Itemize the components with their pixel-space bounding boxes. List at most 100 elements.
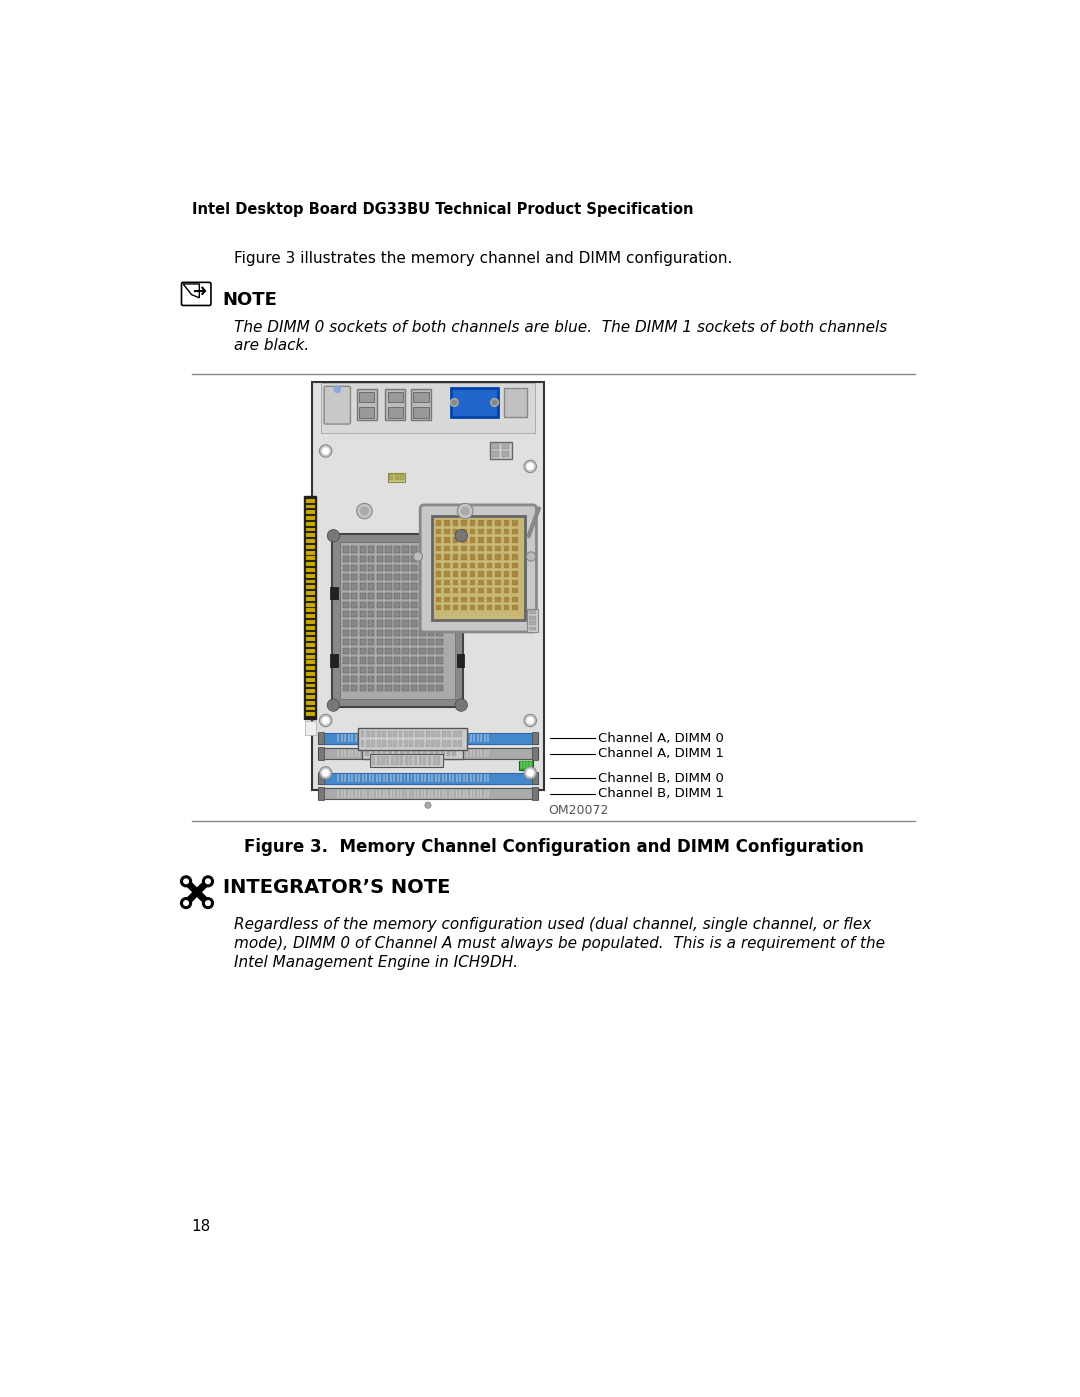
Bar (394, 658, 400, 664)
Bar (377, 630, 383, 636)
Bar (377, 556, 383, 562)
Bar (496, 546, 501, 550)
Circle shape (527, 464, 534, 469)
FancyBboxPatch shape (420, 504, 537, 631)
Bar (456, 735, 458, 742)
Bar (473, 735, 475, 742)
Bar (342, 584, 349, 590)
Bar (342, 602, 349, 608)
Bar (351, 610, 357, 617)
Bar (406, 743, 409, 749)
Bar (394, 584, 400, 590)
Bar (461, 597, 467, 602)
Bar (414, 407, 429, 418)
Bar (453, 750, 456, 756)
Bar (382, 740, 387, 746)
Bar (461, 580, 467, 585)
Bar (473, 774, 475, 782)
Bar (387, 735, 388, 742)
Bar (435, 774, 437, 782)
Bar (387, 750, 388, 757)
Bar (476, 750, 478, 757)
Bar (403, 685, 408, 692)
Bar (414, 735, 416, 742)
Bar (428, 750, 430, 757)
Bar (348, 774, 350, 782)
Bar (459, 735, 461, 742)
Bar (386, 592, 392, 599)
Circle shape (320, 767, 332, 780)
Bar (354, 735, 356, 742)
Bar (445, 774, 447, 782)
Bar (377, 731, 380, 738)
Bar (372, 740, 375, 746)
Bar (444, 605, 449, 610)
Bar (306, 707, 314, 711)
Bar (362, 789, 364, 798)
Bar (470, 605, 475, 610)
Bar (410, 584, 417, 590)
Bar (424, 789, 427, 798)
Bar (318, 749, 538, 759)
Bar (376, 750, 378, 757)
Bar (429, 743, 433, 749)
Bar (453, 580, 458, 585)
Bar (414, 789, 416, 798)
Bar (504, 605, 510, 610)
Bar (306, 637, 314, 641)
Bar (345, 789, 347, 798)
Bar (410, 556, 417, 562)
Bar (390, 735, 392, 742)
Bar (382, 789, 384, 798)
Bar (407, 774, 409, 782)
Bar (484, 789, 486, 798)
Circle shape (184, 879, 188, 884)
Bar (345, 735, 347, 742)
Bar (501, 451, 510, 457)
Bar (531, 773, 538, 784)
Bar (360, 676, 366, 682)
Bar (478, 571, 484, 577)
Bar (362, 742, 463, 759)
Bar (442, 774, 444, 782)
Bar (351, 658, 357, 664)
Bar (453, 520, 458, 525)
Bar (377, 676, 383, 682)
Bar (342, 638, 349, 645)
Bar (410, 390, 431, 420)
Bar (487, 563, 492, 569)
Bar (377, 584, 383, 590)
Bar (351, 592, 357, 599)
Bar (360, 592, 366, 599)
Bar (386, 658, 392, 664)
Bar (436, 602, 443, 608)
Circle shape (492, 400, 497, 405)
Bar (368, 564, 375, 571)
Bar (410, 638, 417, 645)
Bar (419, 546, 426, 553)
Bar (470, 774, 472, 782)
Bar (342, 610, 349, 617)
Bar (365, 735, 367, 742)
Bar (360, 630, 366, 636)
Bar (487, 555, 492, 560)
Bar (481, 735, 482, 742)
Bar (487, 520, 492, 525)
Bar (342, 574, 349, 580)
Text: Channel B, DIMM 1: Channel B, DIMM 1 (598, 787, 725, 800)
Bar (428, 685, 434, 692)
Bar (473, 789, 475, 798)
Bar (461, 520, 467, 525)
Bar (453, 597, 458, 602)
Bar (341, 774, 342, 782)
Bar (351, 564, 357, 571)
Bar (487, 750, 489, 757)
Bar (360, 546, 366, 553)
Bar (377, 592, 383, 599)
Bar (431, 731, 435, 738)
Bar (306, 569, 314, 571)
Bar (438, 774, 441, 782)
Bar (441, 750, 445, 756)
Bar (394, 556, 400, 562)
Circle shape (334, 387, 340, 393)
